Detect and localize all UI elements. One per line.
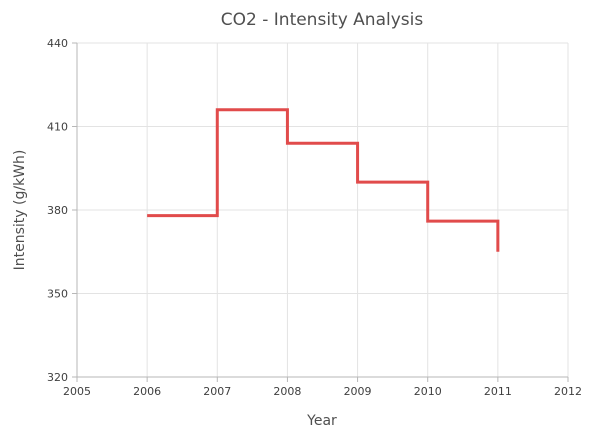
x-tick-label: 2010 <box>414 385 442 398</box>
x-tick-label: 2007 <box>203 385 231 398</box>
axes <box>72 42 569 382</box>
y-tick-label: 350 <box>47 288 68 301</box>
tick-labels: 2005 2006 2007 2008 2009 2010 2011 2012 320 350 38… <box>47 37 582 398</box>
x-tick-label: 2012 <box>554 385 582 398</box>
x-tick-label: 2006 <box>133 385 161 398</box>
x-tick-label: 2005 <box>63 385 91 398</box>
y-tick-label: 380 <box>47 204 68 217</box>
x-tick-label: 2008 <box>273 385 301 398</box>
series-step-line <box>147 108 500 252</box>
y-axis-title: Intensity (g/kWh) <box>12 150 28 271</box>
x-axis-title: Year <box>306 413 337 429</box>
grid <box>77 42 569 377</box>
y-tick-label: 440 <box>47 37 68 50</box>
y-tick-label: 320 <box>47 371 68 384</box>
y-tick-label: 410 <box>47 121 68 134</box>
chart-title: CO2 - Intensity Analysis <box>221 10 424 30</box>
series-layer <box>147 108 500 252</box>
x-tick-label: 2011 <box>484 385 512 398</box>
x-tick-label: 2009 <box>344 385 372 398</box>
